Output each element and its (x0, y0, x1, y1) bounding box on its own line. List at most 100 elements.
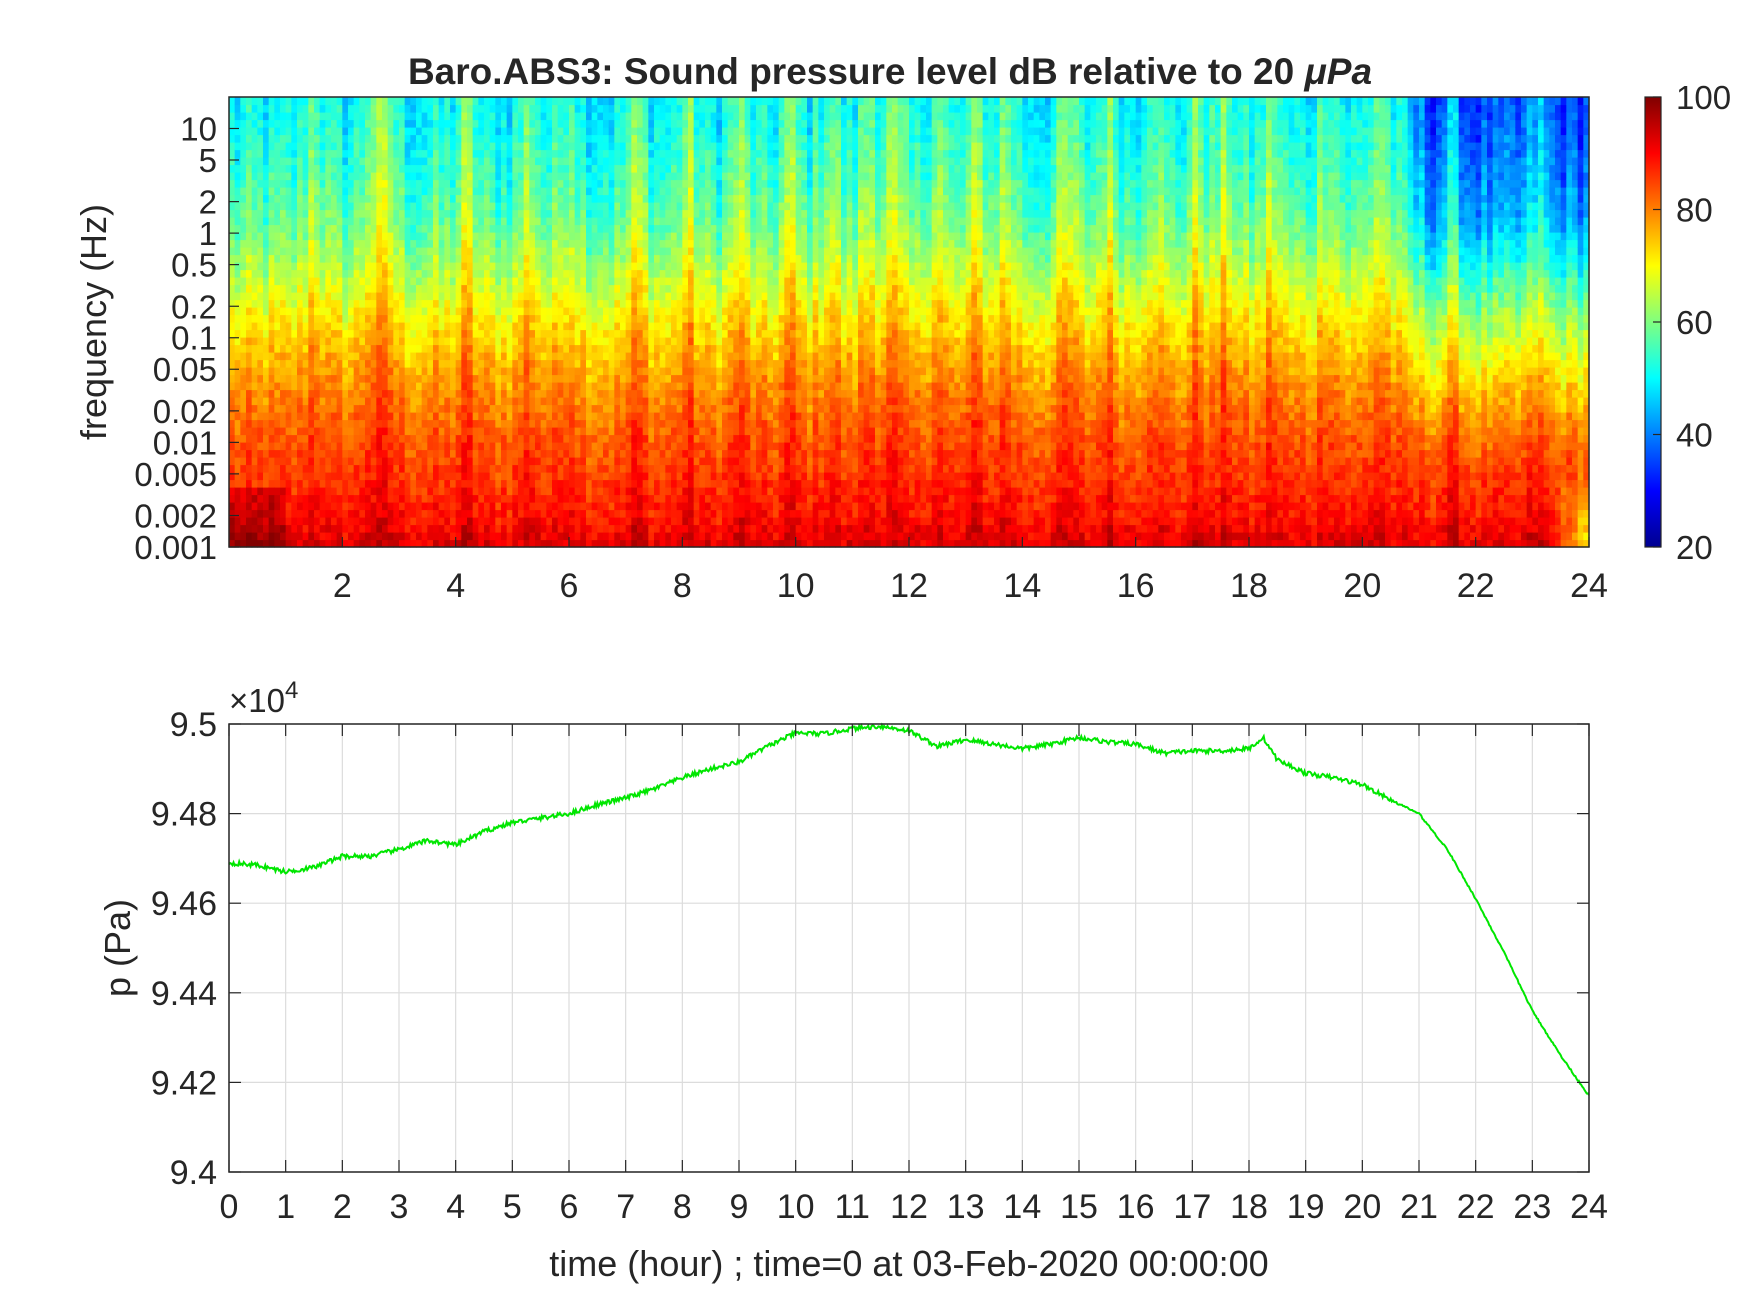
heatmap-cell (688, 404, 695, 413)
heatmap-cell (552, 97, 559, 106)
heatmap-cell (421, 194, 428, 203)
heatmap-cell (608, 344, 615, 353)
heatmap-cell (444, 344, 451, 353)
heatmap-cell (648, 434, 655, 443)
heatmap-cell (444, 457, 451, 466)
heatmap-cell (631, 194, 638, 203)
heatmap-cell (450, 427, 457, 436)
heatmap-cell (654, 202, 661, 211)
heatmap-cell (495, 172, 502, 181)
heatmap-cell (546, 307, 553, 316)
heatmap-cell (450, 254, 457, 263)
heatmap-cell (563, 434, 570, 443)
heatmap-cell (257, 389, 264, 398)
heatmap-cell (246, 127, 253, 136)
heatmap-cell (591, 134, 598, 143)
heatmap-cell (574, 322, 581, 331)
heatmap-cell (478, 367, 485, 376)
heatmap-cell (637, 232, 644, 241)
heatmap-cell (506, 509, 513, 518)
heatmap-cell (410, 284, 417, 293)
heatmap-cell (427, 284, 434, 293)
heatmap-cell (608, 157, 615, 166)
heatmap-cell (365, 359, 372, 368)
heatmap-cell (512, 344, 519, 353)
heatmap-cell (625, 479, 632, 488)
heatmap-cell (523, 179, 530, 188)
heatmap-cell (444, 149, 451, 158)
heatmap-cell (382, 97, 389, 106)
heatmap-cell (574, 142, 581, 151)
heatmap-cell (319, 254, 326, 263)
heatmap-cell (693, 224, 700, 233)
heatmap-cell (229, 127, 236, 136)
heatmap-cell (450, 419, 457, 428)
heatmap-cell (274, 434, 281, 443)
heatmap-cell (302, 127, 309, 136)
heatmap-cell (461, 187, 468, 196)
heatmap-cell (325, 209, 332, 218)
heatmap-cell (297, 284, 304, 293)
heatmap-cell (642, 284, 649, 293)
heatmap-cell (365, 262, 372, 271)
heatmap-cell (603, 374, 610, 383)
heatmap-cell (546, 434, 553, 443)
heatmap-cell (376, 517, 383, 526)
heatmap-cell (393, 412, 400, 421)
heatmap-cell (506, 142, 513, 151)
heatmap-cell (308, 157, 315, 166)
heatmap-cell (319, 314, 326, 323)
heatmap-cell (382, 382, 389, 391)
heatmap-cell (387, 479, 394, 488)
heatmap-cell (455, 112, 462, 121)
heatmap-cell (387, 277, 394, 286)
heatmap-cell (620, 119, 627, 128)
heatmap-cell (620, 112, 627, 121)
heatmap-cell (444, 427, 451, 436)
heatmap-cell (529, 104, 536, 113)
heatmap-cell (546, 224, 553, 233)
heatmap-cell (314, 322, 321, 331)
heatmap-cell (693, 239, 700, 248)
heatmap-cell (620, 194, 627, 203)
heatmap-cell (671, 112, 678, 121)
heatmap-cell (308, 382, 315, 391)
heatmap-cell (444, 337, 451, 346)
heatmap-cell (274, 359, 281, 368)
heatmap-cell (603, 299, 610, 308)
heatmap-cell (240, 389, 247, 398)
heatmap-cell (291, 329, 298, 338)
heatmap-cell (603, 532, 610, 541)
heatmap-cell (280, 434, 287, 443)
heatmap-cell (563, 179, 570, 188)
heatmap-cell (693, 194, 700, 203)
heatmap-cell (648, 517, 655, 526)
heatmap-cell (631, 134, 638, 143)
heatmap-cell (229, 374, 236, 383)
heatmap-cell (603, 337, 610, 346)
heatmap-cell (540, 277, 547, 286)
heatmap-cell (654, 239, 661, 248)
heatmap-cell (274, 142, 281, 151)
heatmap-cell (472, 487, 479, 496)
heatmap-cell (438, 217, 445, 226)
heatmap-cell (563, 442, 570, 451)
heatmap-cell (648, 194, 655, 203)
heatmap-cell (421, 539, 428, 548)
heatmap-cell (637, 532, 644, 541)
heatmap-cell (433, 412, 440, 421)
heatmap-cell (229, 464, 236, 473)
heatmap-cell (586, 404, 593, 413)
heatmap-cell (421, 284, 428, 293)
heatmap-cell (325, 322, 332, 331)
heatmap-cell (370, 344, 377, 353)
heatmap-cell (399, 344, 406, 353)
heatmap-cell (251, 269, 258, 278)
heatmap-cell (297, 142, 304, 151)
heatmap-cell (353, 472, 360, 481)
heatmap-cell (557, 359, 564, 368)
heatmap-cell (557, 179, 564, 188)
heatmap-cell (348, 442, 355, 451)
heatmap-cell (608, 314, 615, 323)
heatmap-cell (625, 517, 632, 526)
